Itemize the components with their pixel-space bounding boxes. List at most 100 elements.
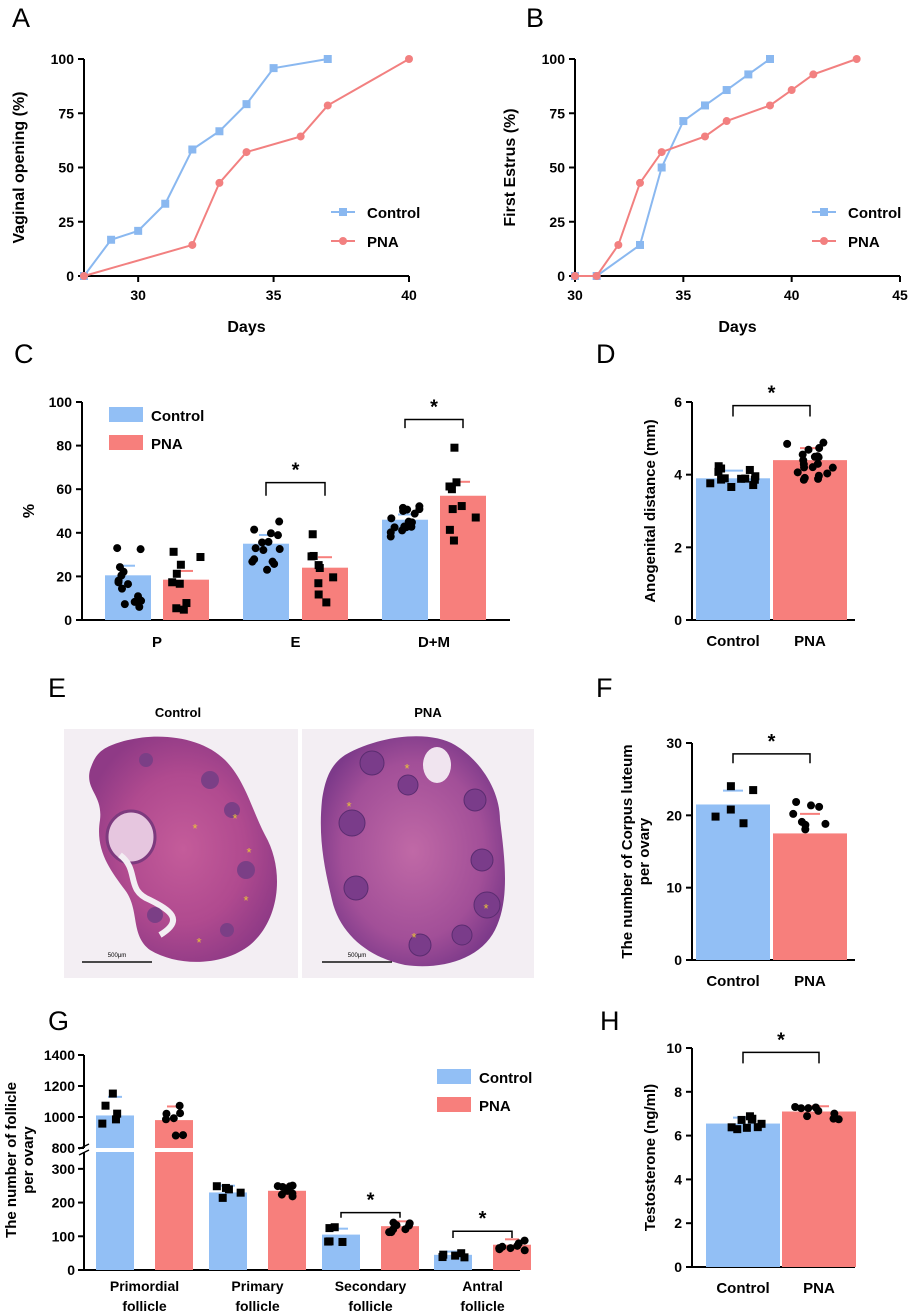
data-point xyxy=(520,1236,529,1245)
data-point xyxy=(726,805,735,814)
point-pna xyxy=(701,132,709,141)
y-axis-label: First Estrus (%) xyxy=(502,108,519,226)
y-tick-label: 0 xyxy=(67,1262,75,1278)
bar-pna xyxy=(773,833,847,960)
point-control xyxy=(766,55,774,63)
data-point xyxy=(250,525,259,534)
bar-pna-lower xyxy=(155,1152,193,1270)
y-tick-label: 1000 xyxy=(44,1109,75,1125)
data-point xyxy=(819,438,828,447)
data-point xyxy=(717,475,726,484)
data-point xyxy=(737,1115,746,1124)
data-point xyxy=(175,1101,184,1110)
significance-label: * xyxy=(768,731,776,753)
data-point xyxy=(179,1131,188,1140)
panel-letter-d: D xyxy=(596,339,616,369)
data-point xyxy=(742,1123,751,1132)
data-point xyxy=(329,573,338,582)
data-point xyxy=(749,786,758,795)
follicle-large-control xyxy=(105,809,157,865)
category-label: P xyxy=(152,634,162,651)
bar-chart-C: 0 20 40 60 80 100% P E D+M * * Control PNA xyxy=(21,394,510,651)
svg-text:*: * xyxy=(411,930,416,945)
point-control xyxy=(215,127,224,136)
data-point xyxy=(457,502,466,511)
y-tick-label: 4 xyxy=(674,1171,682,1187)
data-point xyxy=(745,465,754,474)
y-tick-label: 10 xyxy=(666,1040,682,1056)
y-axis-label: Anogenital distance (mm) xyxy=(642,419,659,602)
data-point xyxy=(445,525,454,534)
significance-label: * xyxy=(768,383,776,405)
data-point xyxy=(804,1104,813,1113)
data-point xyxy=(460,1253,469,1262)
panel-letter-f: F xyxy=(596,673,613,703)
category-label: Control xyxy=(706,633,759,650)
y-tick-label: 0 xyxy=(674,1259,682,1275)
data-point xyxy=(134,592,143,601)
data-point xyxy=(176,1109,185,1118)
y-tick-label: 30 xyxy=(666,735,682,751)
data-point xyxy=(182,599,191,608)
x-axis-label: Days xyxy=(227,319,265,336)
point-pna xyxy=(323,101,332,110)
data-point xyxy=(172,569,181,578)
point-pna xyxy=(296,132,305,141)
data-point xyxy=(803,1112,812,1121)
bar-chart-H: 0 2 4 6 8 10 Testosterone (ng/ml) Control PNA * xyxy=(642,1029,856,1297)
data-point xyxy=(471,513,480,522)
significance-label: * xyxy=(777,1029,785,1051)
data-point xyxy=(751,472,760,481)
y-tick-label: 25 xyxy=(58,214,74,230)
data-point xyxy=(322,598,331,607)
data-point xyxy=(783,439,792,448)
line-chart-A: 0 25 50 75 100 30 35 40 Days Vaginal opening (%) C… xyxy=(11,51,420,336)
category-label: D+M xyxy=(418,634,450,651)
point-control xyxy=(744,70,753,79)
category-label: E xyxy=(290,634,300,651)
data-point xyxy=(124,580,133,589)
legend-label: PNA xyxy=(848,234,880,251)
y-tick-label: 60 xyxy=(56,481,72,497)
data-point xyxy=(113,1109,122,1118)
point-control xyxy=(323,55,332,63)
bar-control xyxy=(696,478,770,620)
data-point xyxy=(118,584,127,593)
data-point xyxy=(445,482,454,491)
data-point xyxy=(162,1109,171,1118)
y-tick-label: 50 xyxy=(58,160,74,176)
data-point xyxy=(324,1237,333,1246)
y-tick-label: 20 xyxy=(666,807,682,823)
data-point xyxy=(386,532,395,541)
y-tick-label: 75 xyxy=(58,105,74,121)
data-point xyxy=(793,468,802,477)
svg-text:*: * xyxy=(346,799,351,814)
data-point xyxy=(800,463,809,472)
legend-label: PNA xyxy=(479,1098,511,1115)
category-label-line1: Primary xyxy=(231,1278,283,1294)
y-tick-label: 100 xyxy=(49,394,73,410)
data-point xyxy=(258,538,267,547)
data-point xyxy=(737,474,746,483)
panel-letter-a: A xyxy=(12,3,30,33)
data-point xyxy=(520,1246,529,1255)
data-point xyxy=(136,545,145,554)
data-point xyxy=(330,1223,339,1232)
data-point xyxy=(726,782,735,791)
category-label-line1: Primordial xyxy=(110,1278,179,1294)
point-control xyxy=(242,100,251,109)
y-tick-label: 300 xyxy=(52,1161,76,1177)
point-control xyxy=(679,117,688,126)
data-point xyxy=(307,552,316,561)
bar-chart-G: 0 100 200 300 800 1000 1200 1400 The number of f… xyxy=(3,1047,533,1314)
data-point xyxy=(449,536,458,545)
follicles-pna xyxy=(338,750,501,957)
data-point xyxy=(266,529,275,538)
svg-text:*: * xyxy=(243,893,248,908)
data-point xyxy=(168,578,177,587)
data-point xyxy=(815,444,824,453)
point-pna xyxy=(657,148,666,157)
significance-bracket xyxy=(265,481,326,496)
x-axis-label: Days xyxy=(718,319,756,336)
legend-swatch xyxy=(109,407,143,422)
